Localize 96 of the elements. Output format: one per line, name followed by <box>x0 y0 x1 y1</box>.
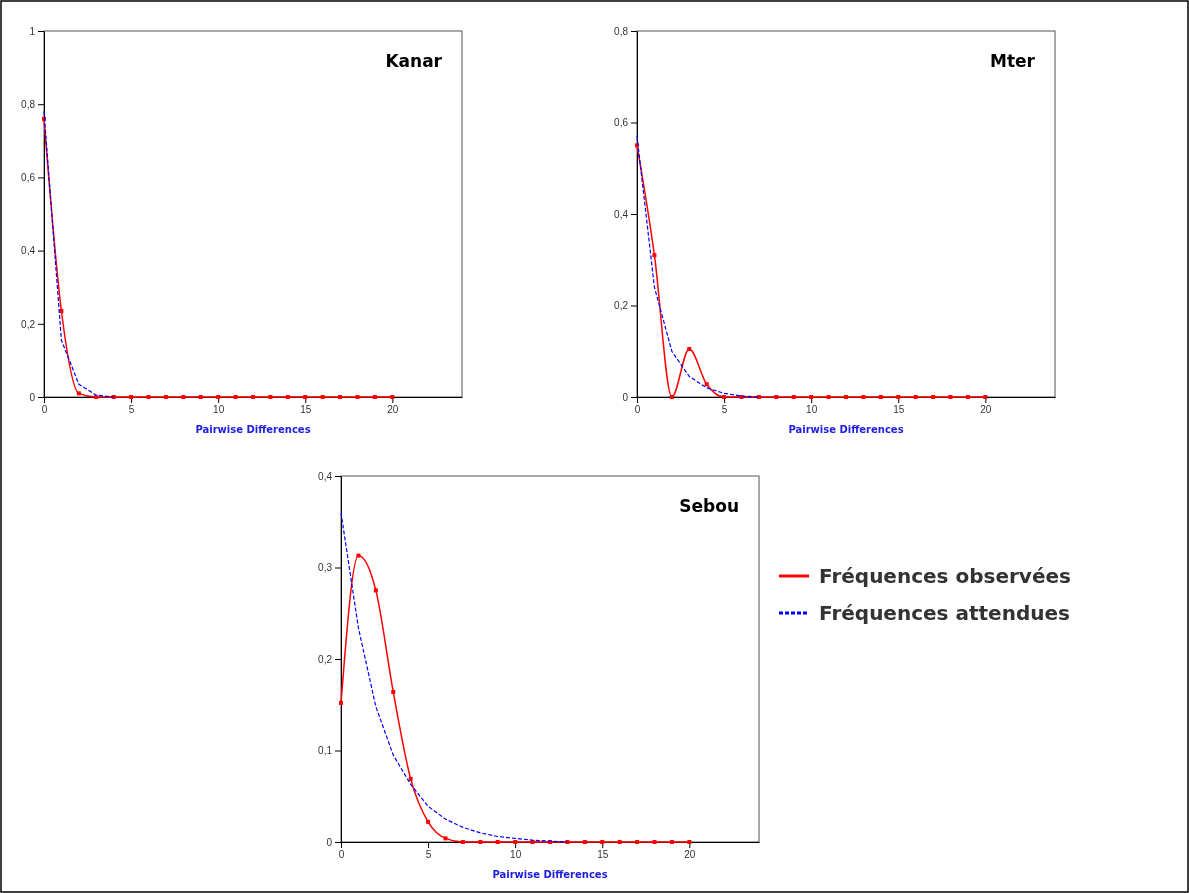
text: Kanar <box>385 51 443 71</box>
point <box>390 395 395 399</box>
x-axis-title: Pairwise Differences <box>195 424 311 435</box>
point <box>652 253 657 258</box>
y-tick-label: 0,2 <box>21 318 36 330</box>
point <box>94 395 99 399</box>
point <box>617 840 622 844</box>
point <box>268 395 273 399</box>
point <box>652 840 657 844</box>
point <box>774 395 779 399</box>
line-series <box>340 512 569 843</box>
x-tick-label: 5 <box>425 849 432 861</box>
y-tick-label: 0,1 <box>318 745 333 757</box>
text: Sebou <box>679 496 739 516</box>
line-series <box>43 110 115 398</box>
point <box>844 395 848 399</box>
point <box>129 395 134 399</box>
x-tick-label: 10 <box>213 404 225 416</box>
x-axis-title: Pairwise Differences <box>788 424 904 435</box>
text: Mter <box>990 51 1036 71</box>
point <box>216 395 221 399</box>
point <box>983 395 988 399</box>
point <box>704 382 709 387</box>
point <box>163 395 168 399</box>
point <box>76 391 81 396</box>
point <box>408 776 413 781</box>
y-tick-label: 0,2 <box>614 300 629 312</box>
point <box>513 840 518 844</box>
point <box>373 588 378 593</box>
point <box>791 395 796 399</box>
y-tick-label: 0,6 <box>614 117 629 129</box>
y-tick-label: 0,3 <box>318 562 333 574</box>
y-tick-label: 0,4 <box>21 245 36 257</box>
y-tick-label: 0,2 <box>318 653 333 665</box>
legend-label: Fréquences attendues <box>819 601 1070 625</box>
point <box>460 840 465 844</box>
x-tick-label: 15 <box>597 849 609 861</box>
point <box>582 840 587 844</box>
x-tick-label: 0 <box>338 849 345 861</box>
point <box>931 395 936 399</box>
point <box>303 395 308 399</box>
point <box>478 840 483 844</box>
point <box>285 395 290 399</box>
point <box>146 395 151 399</box>
point <box>443 836 448 841</box>
x-tick-label: 20 <box>684 849 696 861</box>
point <box>355 395 360 399</box>
point <box>896 395 901 399</box>
x-axis-title: Pairwise Differences <box>492 869 608 880</box>
x-tick-label: 10 <box>510 849 522 861</box>
point <box>687 840 692 844</box>
point <box>198 395 203 399</box>
line-series <box>636 135 760 398</box>
point <box>948 395 953 399</box>
x-tick-label: 15 <box>300 404 312 416</box>
x-tick-label: 0 <box>634 404 641 416</box>
point <box>600 840 605 844</box>
y-tick-label: 0 <box>622 391 629 403</box>
y-tick-label: 0,6 <box>21 172 36 184</box>
x-tick-label: 5 <box>721 404 728 416</box>
point <box>635 840 640 844</box>
point <box>391 689 396 694</box>
y-tick-label: 0,4 <box>318 470 333 482</box>
point <box>687 346 692 351</box>
y-tick-label: 1 <box>29 25 36 37</box>
x-tick-label: 10 <box>806 404 818 416</box>
legend-label: Fréquences observées <box>819 564 1071 588</box>
y-tick-label: 0,4 <box>614 208 629 220</box>
point <box>320 395 325 399</box>
point <box>338 395 343 399</box>
point <box>878 395 883 399</box>
point <box>233 395 238 399</box>
x-tick-label: 20 <box>980 404 992 416</box>
point <box>809 395 814 399</box>
y-tick-label: 0 <box>29 391 36 403</box>
point <box>826 395 831 399</box>
point <box>251 395 255 399</box>
x-tick-label: 15 <box>893 404 905 416</box>
point <box>669 840 674 844</box>
y-tick-label: 0 <box>326 836 333 848</box>
point <box>861 395 866 399</box>
point <box>913 395 918 399</box>
point <box>495 840 500 844</box>
point <box>965 395 970 399</box>
y-tick-label: 0,8 <box>21 98 36 110</box>
y-tick-label: 0,8 <box>614 25 629 37</box>
x-tick-label: 20 <box>387 404 399 416</box>
point <box>426 819 431 824</box>
x-tick-label: 5 <box>128 404 135 416</box>
point <box>372 395 377 399</box>
x-tick-label: 0 <box>41 404 48 416</box>
point <box>669 395 674 399</box>
point <box>356 553 361 558</box>
point <box>181 395 186 399</box>
point <box>722 395 727 399</box>
point <box>339 700 343 705</box>
